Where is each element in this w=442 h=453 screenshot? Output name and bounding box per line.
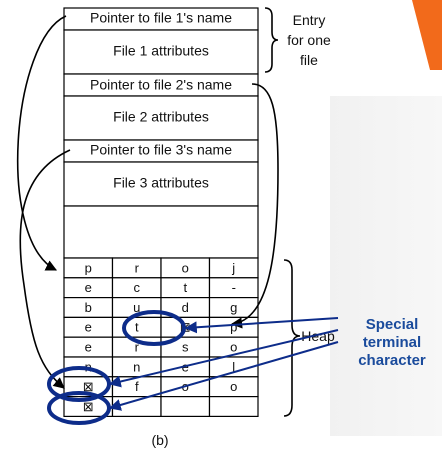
heap-char: n [133,359,140,374]
entry3-attributes-text: File 3 attributes [113,175,209,191]
entry-brace [265,8,278,72]
entry-label-line3: file [300,52,318,68]
entry3-pointer-text: Pointer to file 3's name [90,142,232,158]
figure-caption: (b) [151,432,168,448]
callout-line1: Special [366,316,419,333]
heap-char: d [182,300,189,315]
heap-char: e [85,340,92,355]
entry1-pointer-text: Pointer to file 1's name [90,10,232,26]
directory-entries: Pointer to file 1's name File 1 attribut… [64,8,258,258]
heap-char: - [232,280,236,295]
heap-cell [210,397,259,417]
heap-label: Heap [301,328,335,344]
callout-line2: terminal [363,334,421,351]
heap-char: t [135,320,139,335]
heap-char: o [182,260,189,275]
heap-char: o [230,379,237,394]
heap-char: f [135,379,139,394]
heap-char: p [230,320,237,335]
heap-char: r [135,260,140,275]
pointer-arrow-file1 [18,16,66,270]
entry-label-line2: for one [287,32,331,48]
entry2-attributes-text: File 2 attributes [113,109,209,125]
entry2-pointer-text: Pointer to file 2's name [90,77,232,93]
heap-char: j [231,260,235,275]
heap-char: c [134,280,141,295]
heap-char: e [85,320,92,335]
heap-char: b [85,300,92,315]
callout-line3: character [358,352,426,369]
heap-char: s [182,340,189,355]
heap-char: o [230,340,237,355]
heap-char: g [230,300,237,315]
entry-label-line1: Entry [293,12,326,28]
pointer-arrow-file3 [20,150,70,388]
heap-cell [161,397,210,417]
entry1-attributes-text: File 1 attributes [113,43,209,59]
heap-char: p [85,260,92,275]
heap-char: e [85,280,92,295]
empty-entry-space [64,206,258,258]
heap-char: t [183,280,187,295]
heap-brace [284,260,300,416]
